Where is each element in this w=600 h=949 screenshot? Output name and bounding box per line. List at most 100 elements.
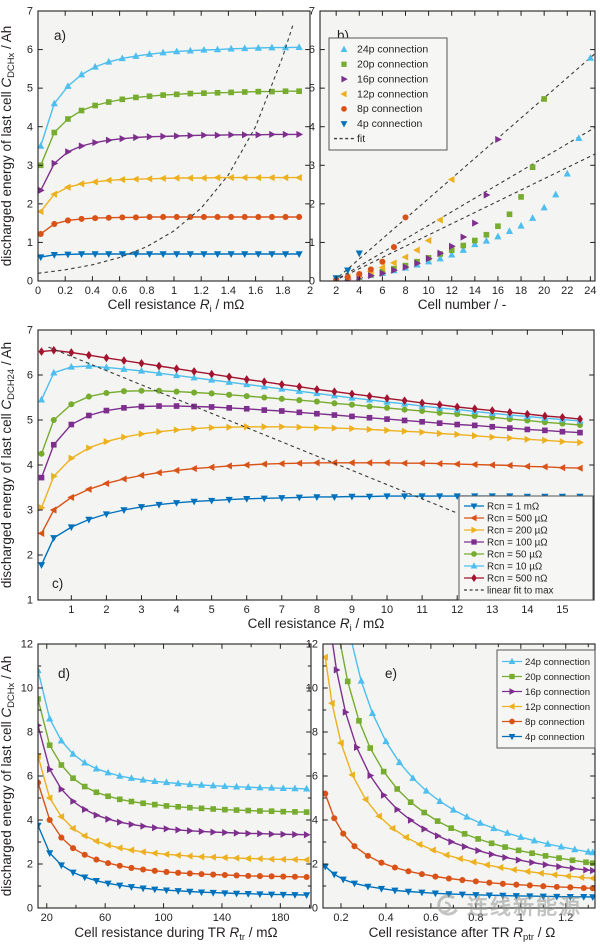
legend-entry-label: 8p connection — [357, 103, 423, 115]
svg-text:0: 0 — [27, 276, 33, 288]
legend-entry-label: linear fit to max — [487, 585, 554, 596]
svg-text:140: 140 — [213, 912, 231, 924]
svg-text:2: 2 — [307, 285, 313, 297]
svg-text:7: 7 — [279, 604, 285, 616]
svg-text:1: 1 — [309, 237, 315, 249]
legend-entry-label: Rcn = 200 µΩ — [487, 525, 548, 536]
svg-text:0.8: 0.8 — [468, 912, 483, 924]
svg-text:5: 5 — [27, 415, 33, 427]
plot-b-series-8p-connection — [333, 214, 409, 281]
svg-text:2: 2 — [27, 550, 33, 562]
legend-entry-label: 8p connection — [525, 717, 585, 728]
svg-text:6: 6 — [309, 44, 315, 56]
svg-text:4: 4 — [312, 815, 318, 827]
plot-c-ylabel: discharged energy of last cell CDCH24 / … — [0, 342, 17, 588]
svg-text:20: 20 — [41, 912, 53, 924]
svg-text:0: 0 — [312, 903, 318, 915]
svg-text:4: 4 — [27, 460, 33, 472]
svg-text:5: 5 — [209, 604, 215, 616]
svg-text:0.6: 0.6 — [423, 912, 438, 924]
svg-text:3: 3 — [27, 505, 33, 517]
legend-entry-label: 20p connection — [357, 59, 428, 71]
plot-b-series-fit-line-3 — [333, 153, 595, 281]
plot-b-series-fit-line-2 — [333, 126, 595, 281]
svg-text:12: 12 — [21, 639, 33, 651]
svg-text:180: 180 — [271, 912, 289, 924]
svg-text:2: 2 — [103, 604, 109, 616]
plot-e-ticks: 0.2 0.4 0.6 0.8 1 1.2 0 2 4 6 8 10 12 — [306, 639, 595, 924]
legend-entry-16p-connection: 16p connection — [502, 687, 590, 698]
svg-text:12: 12 — [451, 604, 463, 616]
svg-text:1.6: 1.6 — [248, 285, 263, 297]
legend-entry-label: 16p connection — [525, 687, 590, 698]
plot-d-series-20p-connection — [38, 696, 310, 815]
plot-e-legend: 24p connection 20p connection 16p connecti… — [496, 649, 596, 749]
svg-text:8: 8 — [27, 727, 33, 739]
svg-text:11: 11 — [416, 604, 427, 616]
legend-entry-label: Rcn = 1 mΩ — [487, 501, 539, 512]
legend-entry-12p-connection: 12p connection — [340, 88, 428, 100]
svg-text:6: 6 — [312, 771, 318, 783]
legend-entry-24p-connection: 24p connection — [502, 657, 590, 668]
svg-text:14: 14 — [521, 604, 533, 616]
legend-entry-4p-connection: 4p connection — [502, 732, 585, 743]
svg-text:100: 100 — [154, 912, 172, 924]
plot-c-xlabel: Cell resistance Ri / mΩ — [248, 616, 385, 634]
svg-text:4: 4 — [27, 815, 33, 827]
plot-d-series-16p-connection — [38, 723, 311, 839]
legend-entry-8p-connection: 8p connection — [341, 103, 423, 115]
legend-entry-label: 20p connection — [525, 672, 590, 683]
svg-text:4: 4 — [27, 121, 33, 133]
svg-text:9: 9 — [349, 604, 355, 616]
svg-text:10: 10 — [381, 604, 393, 616]
svg-text:4: 4 — [173, 604, 179, 616]
svg-text:0: 0 — [27, 903, 33, 915]
svg-text:5: 5 — [27, 83, 33, 95]
svg-text:1: 1 — [27, 595, 33, 607]
plot-a-series-20p-connection — [38, 88, 302, 169]
plot-e-xlabel: Cell resistance after TR Rptr / Ω — [369, 925, 556, 943]
legend-entry-rcn-200: Rcn = 200 µΩ — [464, 525, 548, 536]
svg-text:6: 6 — [27, 771, 33, 783]
svg-text:1: 1 — [518, 912, 524, 924]
legend-entry-rcn-100: Rcn = 100 µΩ — [464, 537, 548, 548]
svg-text:24: 24 — [584, 285, 596, 297]
svg-text:6: 6 — [27, 44, 33, 56]
svg-text:20: 20 — [538, 285, 550, 297]
svg-text:1: 1 — [171, 285, 177, 297]
svg-text:3: 3 — [309, 160, 315, 172]
legend-entry-label: 4p connection — [357, 118, 423, 130]
svg-text:0.2: 0.2 — [333, 912, 348, 924]
legend-entry-rcn-10: Rcn = 10 µΩ — [464, 561, 542, 572]
svg-text:2: 2 — [27, 859, 33, 871]
legend-entry-label: Rcn = 50 µΩ — [487, 549, 542, 560]
legend-entry-label: 24p connection — [357, 44, 428, 56]
legend-entry-linear-fit-to-max: linear fit to max — [464, 585, 554, 596]
svg-text:3: 3 — [27, 160, 33, 172]
legend-entry-rcn-500: Rcn = 500 µΩ — [464, 513, 548, 524]
plot-d-ylabel: discharged energy of last cell CDCHx / A… — [0, 656, 17, 897]
plot-a: 0 0.2 0.4 0.6 0.8 1 1.2 1.4 1.6 1.8 201234567Cell … — [0, 6, 313, 315]
legend-entry-label: Rcn = 10 µΩ — [487, 561, 542, 572]
legend-entry-4p-connection: 4p connection — [340, 118, 423, 130]
svg-text:5: 5 — [309, 83, 315, 95]
legend-entry-label: Rcn = 100 µΩ — [487, 537, 548, 548]
svg-text:8: 8 — [312, 727, 318, 739]
legend-entry-fit: fit — [334, 133, 365, 145]
svg-text:7: 7 — [309, 6, 315, 18]
svg-text:10: 10 — [21, 683, 33, 695]
svg-text:0.8: 0.8 — [139, 285, 154, 297]
legend-entry-12p-connection: 12p connection — [502, 702, 590, 713]
plot-b-series-fit-line-1 — [333, 52, 595, 281]
plot-b-xlabel: Cell number / - — [418, 297, 507, 312]
svg-text:8: 8 — [402, 285, 408, 297]
svg-text:12: 12 — [446, 285, 458, 297]
svg-text:0.2: 0.2 — [58, 285, 73, 297]
plot-a-ylabel: discharged energy of last cell CDCHx / A… — [0, 26, 17, 267]
